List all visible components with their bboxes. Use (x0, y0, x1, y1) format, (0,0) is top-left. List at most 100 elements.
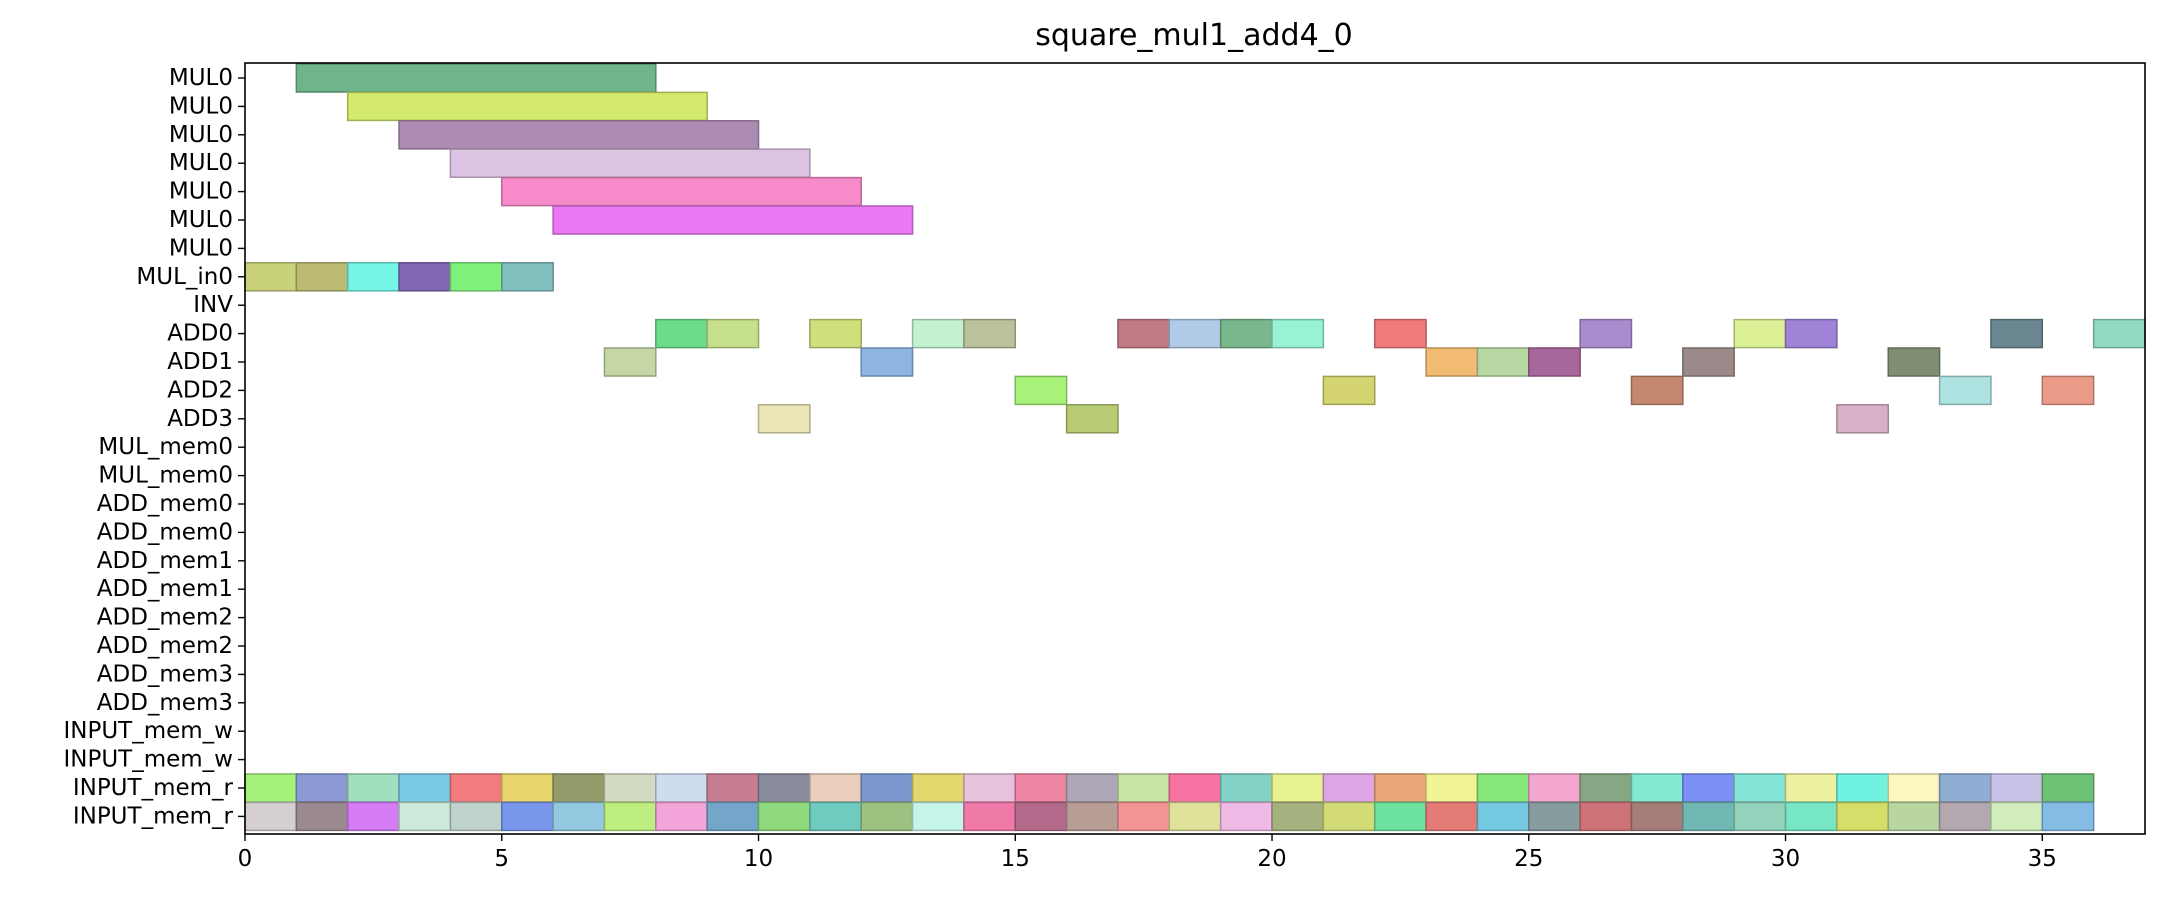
task-bar (1476, 773, 1530, 803)
task-bar (1373, 318, 1427, 349)
task-bar (449, 801, 503, 832)
task-bar (1065, 404, 1119, 434)
task-bar (1733, 773, 1787, 803)
y-tick-label: MUL_mem0 (98, 434, 233, 460)
y-axis: MUL0MUL0MUL0MUL0MUL0MUL0MUL0MUL_in0INVAD… (63, 65, 245, 829)
task-bar (1682, 347, 1735, 377)
task-bar (1168, 318, 1222, 349)
y-tick-label: ADD3 (167, 406, 233, 432)
y-tick-label: INV (193, 292, 233, 318)
task-bar (1938, 801, 1992, 832)
task-bar (1579, 801, 1633, 832)
task-bar (1733, 801, 1787, 832)
y-tick-label: INPUT_mem_w (63, 718, 233, 744)
task-bar (603, 347, 657, 377)
task-bar (1014, 375, 1068, 406)
task-bar (1219, 318, 1273, 349)
task-bar (501, 773, 554, 803)
task-bar (1579, 318, 1633, 349)
task-bar (1014, 801, 1068, 832)
y-tick-label: ADD_mem2 (97, 633, 233, 659)
task-bar (1887, 773, 1941, 803)
task-bar (1014, 773, 1068, 803)
task-bar (1682, 801, 1735, 832)
task-bar (963, 773, 1017, 803)
task-bar (295, 773, 349, 803)
task-bar (501, 801, 554, 832)
task-bar (1938, 773, 1992, 803)
task-bar (1322, 773, 1376, 803)
task-bar (1836, 801, 1889, 832)
x-tick-label: 35 (2028, 846, 2057, 872)
task-bar (1168, 773, 1222, 803)
y-tick-label: INPUT_mem_r (73, 775, 234, 801)
task-bar (1425, 347, 1479, 377)
x-tick-label: 0 (238, 846, 253, 872)
y-tick-label: ADD1 (167, 349, 233, 375)
x-tick-label: 15 (1001, 846, 1030, 872)
task-bar (552, 773, 606, 803)
task-bar (706, 318, 760, 349)
task-bar (911, 801, 965, 832)
task-bar (655, 773, 708, 803)
task-bar (1219, 773, 1273, 803)
y-tick-label: MUL0 (169, 179, 233, 205)
y-tick-label: ADD_mem3 (97, 661, 233, 687)
task-bar (552, 801, 606, 832)
y-tick-label: INPUT_mem_r (73, 803, 234, 829)
task-bar (1630, 375, 1684, 406)
task-bar (963, 801, 1017, 832)
task-bar (1425, 801, 1479, 832)
task-bar (1528, 801, 1581, 832)
task-bar (963, 318, 1017, 349)
task-bar (1887, 801, 1941, 832)
task-bar (1065, 773, 1119, 803)
task-bar (757, 801, 811, 832)
task-bar (1117, 318, 1171, 349)
task-bar (1836, 773, 1889, 803)
y-tick-label: MUL0 (169, 65, 233, 91)
task-bar (809, 773, 862, 803)
task-bar (1784, 801, 1838, 832)
task-bar (1528, 347, 1581, 377)
x-tick-label: 30 (1771, 846, 1800, 872)
task-bar (1836, 404, 1889, 434)
task-bar (449, 148, 811, 178)
task-bar (1373, 773, 1427, 803)
task-bar (1682, 773, 1735, 803)
task-bar (2041, 801, 2095, 832)
task-bar (1219, 801, 1273, 832)
task-bar (1784, 773, 1838, 803)
task-bar (1168, 801, 1222, 832)
task-bar (1733, 318, 1787, 349)
y-tick-label: ADD_mem0 (97, 519, 233, 545)
task-bar (449, 773, 503, 803)
task-bar (706, 773, 760, 803)
task-bar (1630, 773, 1684, 803)
task-bar (809, 318, 862, 349)
task-bar (1117, 801, 1171, 832)
task-bar (449, 262, 503, 292)
task-bar (1271, 318, 1325, 349)
task-bar (2092, 318, 2146, 349)
task-bar (501, 262, 554, 292)
bars-layer (244, 63, 2146, 832)
task-bar (346, 262, 400, 292)
x-tick-label: 20 (1257, 846, 1286, 872)
task-bar (860, 347, 914, 377)
task-bar (1784, 318, 1838, 349)
task-bar (655, 318, 708, 349)
plot-frame (244, 62, 2146, 835)
task-bar (398, 262, 452, 292)
task-bar (1373, 801, 1427, 832)
task-bar (2041, 375, 2095, 406)
x-axis: 0 5 10 15 20 25 30 35 (238, 834, 2057, 872)
task-bar (1528, 773, 1581, 803)
task-bar (1322, 375, 1376, 406)
task-bar (1065, 801, 1119, 832)
y-tick-label: ADD_mem1 (97, 576, 233, 602)
task-bar (295, 262, 349, 292)
task-bar (1271, 773, 1325, 803)
task-bar (346, 91, 708, 122)
